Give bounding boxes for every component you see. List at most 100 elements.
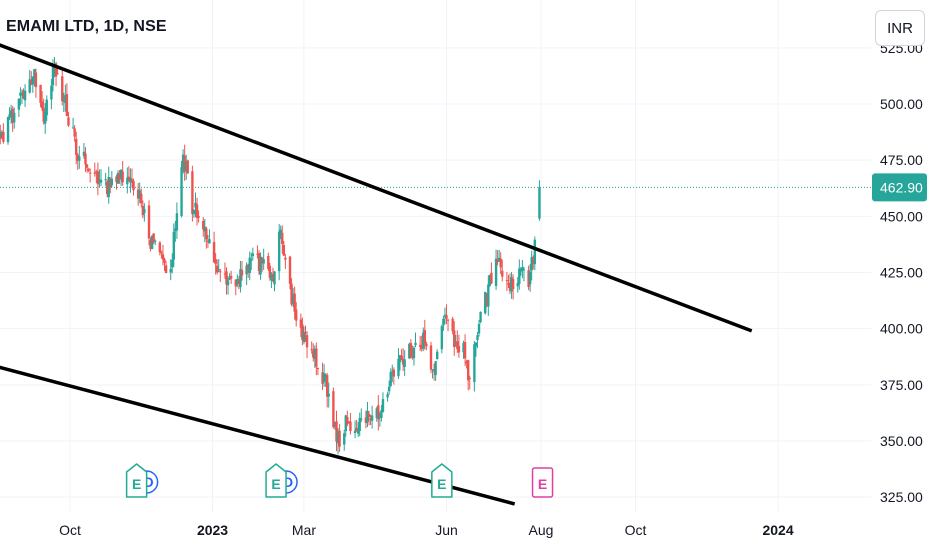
candle [161, 244, 165, 266]
earnings-icon[interactable] [431, 463, 453, 498]
grid [0, 0, 872, 512]
candle [186, 159, 189, 175]
candle [420, 335, 423, 352]
candle [95, 169, 98, 184]
candle [290, 278, 293, 307]
candle [194, 192, 197, 218]
candle [284, 253, 287, 270]
earnings-marker[interactable]: DE [125, 463, 159, 498]
earnings-label: E [271, 476, 280, 492]
candle [360, 408, 363, 423]
candle [150, 235, 154, 250]
candle [527, 265, 530, 291]
price-axis-label: 400.00 [880, 321, 923, 337]
candle [160, 250, 163, 259]
candle [250, 252, 253, 271]
candle [367, 410, 371, 426]
candle [442, 316, 445, 331]
price-axis-label: 325.00 [880, 489, 923, 505]
candle [237, 276, 241, 290]
candle [98, 169, 101, 188]
candle [181, 149, 185, 174]
event-markers[interactable]: DE DE E E [125, 463, 554, 498]
candle [71, 117, 75, 129]
candle [532, 255, 535, 270]
candle [22, 88, 25, 100]
earnings-marker[interactable]: E [431, 463, 453, 498]
time-axis[interactable]: Oct 2023 Mar Jun Aug Oct 2024 [59, 522, 794, 538]
earnings-icon[interactable] [125, 463, 148, 498]
candle [315, 342, 318, 376]
earnings-icon[interactable] [531, 467, 554, 498]
candle [453, 320, 456, 356]
symbol-title[interactable]: EMAMI LTD, 1D, NSE [6, 18, 167, 35]
candle [268, 262, 272, 281]
candle [240, 261, 244, 281]
candle [197, 210, 200, 223]
svg-text:D: D [144, 474, 154, 490]
trendline-lower-channel[interactable] [0, 365, 516, 506]
candle [505, 271, 509, 292]
candle [19, 87, 22, 106]
candle [518, 259, 521, 290]
candle [429, 341, 433, 374]
candle [445, 304, 448, 325]
currency-button[interactable]: INR [875, 10, 925, 46]
candle [73, 125, 76, 142]
candle [202, 217, 205, 237]
earnings-marker[interactable]: E [531, 467, 554, 498]
candle [174, 220, 177, 242]
candle [347, 420, 351, 424]
candle [42, 98, 45, 125]
candle [256, 245, 259, 259]
time-axis-label: Oct [59, 522, 81, 538]
candle [152, 233, 155, 245]
candle [353, 420, 357, 439]
candle [229, 270, 233, 284]
candle [479, 311, 482, 324]
candle [259, 252, 262, 280]
earnings-icon[interactable] [265, 463, 287, 498]
candle [344, 414, 347, 437]
candle [260, 256, 264, 272]
candle [281, 225, 284, 254]
candle [158, 241, 162, 256]
candle [312, 343, 315, 362]
trendline-layer[interactable] [0, 41, 753, 506]
candle [530, 250, 533, 281]
candle [206, 234, 210, 248]
earnings-marker[interactable]: DE [265, 463, 298, 498]
candle [212, 231, 216, 263]
candle [343, 429, 346, 451]
candle [64, 84, 67, 112]
candle [387, 380, 391, 395]
candle [121, 161, 124, 186]
candle [277, 224, 281, 281]
candle [538, 180, 541, 221]
candle [31, 76, 35, 93]
candle [335, 410, 338, 452]
candle [355, 419, 358, 432]
price-axis-label: 500.00 [880, 96, 923, 112]
candle [485, 293, 488, 308]
candle [321, 362, 324, 390]
candle [446, 318, 450, 332]
candle [154, 239, 157, 245]
candle [8, 107, 11, 120]
candle [497, 249, 501, 262]
candle [522, 266, 526, 282]
candle [501, 259, 504, 282]
candle [234, 279, 237, 296]
candle [262, 248, 265, 270]
price-axis[interactable]: 325.00 350.00 375.00 400.00 425.00 450.00 475.… [871, 0, 923, 512]
candle [378, 412, 382, 427]
candle [219, 268, 222, 283]
candle [364, 410, 368, 429]
trendline-upper-channel[interactable] [0, 41, 753, 333]
candle [270, 272, 273, 289]
candle [507, 274, 510, 289]
candle [327, 382, 330, 408]
candle [418, 336, 422, 352]
candle [215, 259, 219, 275]
